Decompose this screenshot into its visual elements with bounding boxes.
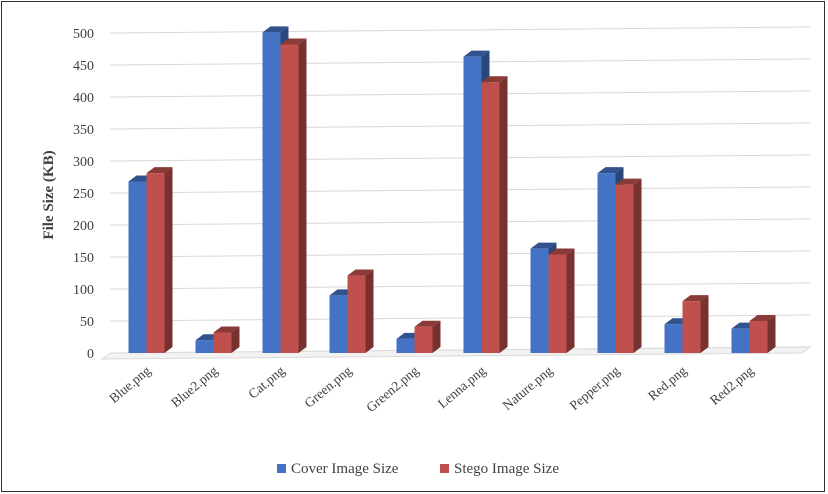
bar-front-face bbox=[597, 173, 616, 353]
bar-top-face bbox=[280, 38, 307, 45]
y-tick-label: 350 bbox=[73, 123, 94, 138]
bar-side-face bbox=[164, 167, 173, 353]
legend-label-cover: Cover Image Size bbox=[291, 461, 399, 477]
bar-top-face bbox=[146, 167, 173, 174]
bar-stego bbox=[347, 269, 374, 353]
x-tick-label: Green.png bbox=[301, 363, 354, 411]
legend-swatch-stego bbox=[440, 464, 449, 473]
y-tick-label: 0 bbox=[87, 347, 94, 362]
gridline bbox=[109, 186, 811, 194]
bar-top-face bbox=[548, 248, 575, 255]
bar-front-face bbox=[749, 321, 768, 353]
bar-top-face bbox=[347, 269, 374, 276]
x-tick-label: Pepper.png bbox=[567, 363, 623, 413]
bar-front-face bbox=[262, 32, 281, 354]
y-tick-label: 100 bbox=[73, 283, 94, 298]
bar-front-face bbox=[481, 82, 500, 353]
bar-top-face bbox=[213, 326, 240, 333]
bar-stego bbox=[146, 167, 173, 353]
y-tick-label: 200 bbox=[73, 219, 94, 234]
bar-top-face bbox=[262, 26, 289, 33]
gridline bbox=[109, 122, 811, 130]
x-tick-label: Nature.png bbox=[500, 363, 556, 413]
bars bbox=[128, 26, 776, 354]
bar-front-face bbox=[195, 340, 214, 353]
y-tick-label: 450 bbox=[73, 59, 94, 74]
bar-stego bbox=[414, 320, 441, 353]
x-tick-label: Red2.png bbox=[707, 363, 757, 408]
x-axis-ticks: Blue.png Blue2.png Cat.png Green.png Green2.… bbox=[106, 363, 756, 415]
bar-side-face bbox=[365, 269, 374, 353]
bar-side-face bbox=[499, 76, 508, 353]
bar-side-face bbox=[633, 178, 642, 353]
legend-label-stego: Stego Image Size bbox=[454, 461, 559, 477]
bar-front-face bbox=[128, 181, 147, 353]
y-axis-label: File Size (KB) bbox=[41, 150, 57, 239]
bar-front-face bbox=[329, 295, 348, 353]
gridline bbox=[109, 282, 811, 290]
bar-side-face bbox=[767, 315, 776, 353]
bar-front-face bbox=[396, 338, 415, 353]
bar-top-face bbox=[597, 167, 624, 174]
bar-top-face bbox=[682, 295, 709, 302]
bar-top-face bbox=[530, 242, 557, 249]
gridline bbox=[109, 218, 811, 226]
gridline bbox=[109, 58, 811, 66]
legend: Cover Image Size Stego Image Size bbox=[277, 461, 559, 477]
bar-front-face bbox=[414, 326, 433, 353]
y-tick-label: 300 bbox=[73, 155, 94, 170]
bar-stego bbox=[481, 76, 508, 353]
x-tick-label: Blue2.png bbox=[168, 363, 221, 411]
bar-side-face bbox=[700, 295, 709, 353]
bar-side-face bbox=[432, 320, 441, 353]
gridline bbox=[109, 250, 811, 258]
bar-front-face bbox=[280, 44, 299, 354]
gridline bbox=[109, 90, 811, 98]
bar-stego bbox=[548, 248, 575, 353]
y-tick-label: 400 bbox=[73, 91, 94, 106]
bar-front-face bbox=[530, 248, 549, 353]
bar-front-face bbox=[664, 324, 683, 353]
bar-front-face bbox=[615, 184, 634, 353]
x-tick-label: Red.png bbox=[645, 363, 690, 404]
bar-side-face bbox=[566, 248, 575, 353]
bar-front-face bbox=[347, 275, 366, 353]
bar-front-face bbox=[463, 56, 482, 354]
bar-top-face bbox=[481, 76, 508, 83]
gridline bbox=[109, 26, 811, 34]
bar-front-face bbox=[731, 328, 750, 353]
bar-front-face bbox=[146, 173, 165, 353]
bar-front-face bbox=[682, 301, 701, 353]
bar-stego bbox=[213, 326, 240, 353]
bar-stego bbox=[615, 178, 642, 353]
x-tick-label: Green2.png bbox=[363, 363, 421, 415]
x-tick-label: Lenna.png bbox=[435, 363, 489, 412]
y-tick-label: 150 bbox=[73, 251, 94, 266]
legend-swatch-cover bbox=[277, 464, 286, 473]
x-tick-label: Blue.png bbox=[106, 363, 153, 406]
y-axis-ticks: 0 50 100 150 200 250 300 350 400 450 500 bbox=[73, 27, 94, 362]
bar-stego bbox=[749, 315, 776, 353]
bar-top-face bbox=[463, 50, 490, 57]
bar-top-face bbox=[749, 315, 776, 321]
y-tick-label: 50 bbox=[80, 315, 94, 330]
y-tick-label: 250 bbox=[73, 187, 94, 202]
y-tick-label: 500 bbox=[73, 27, 94, 42]
bar-top-face bbox=[414, 320, 441, 327]
bar-front-face bbox=[548, 254, 567, 353]
bar-front-face bbox=[213, 332, 232, 353]
bar-stego bbox=[682, 295, 709, 353]
bar-stego bbox=[280, 38, 307, 354]
bar-side-face bbox=[298, 38, 307, 354]
x-tick-label: Cat.png bbox=[245, 363, 287, 402]
gridline bbox=[109, 154, 811, 162]
bar-top-face bbox=[615, 178, 642, 185]
bar-side-face bbox=[231, 326, 240, 353]
